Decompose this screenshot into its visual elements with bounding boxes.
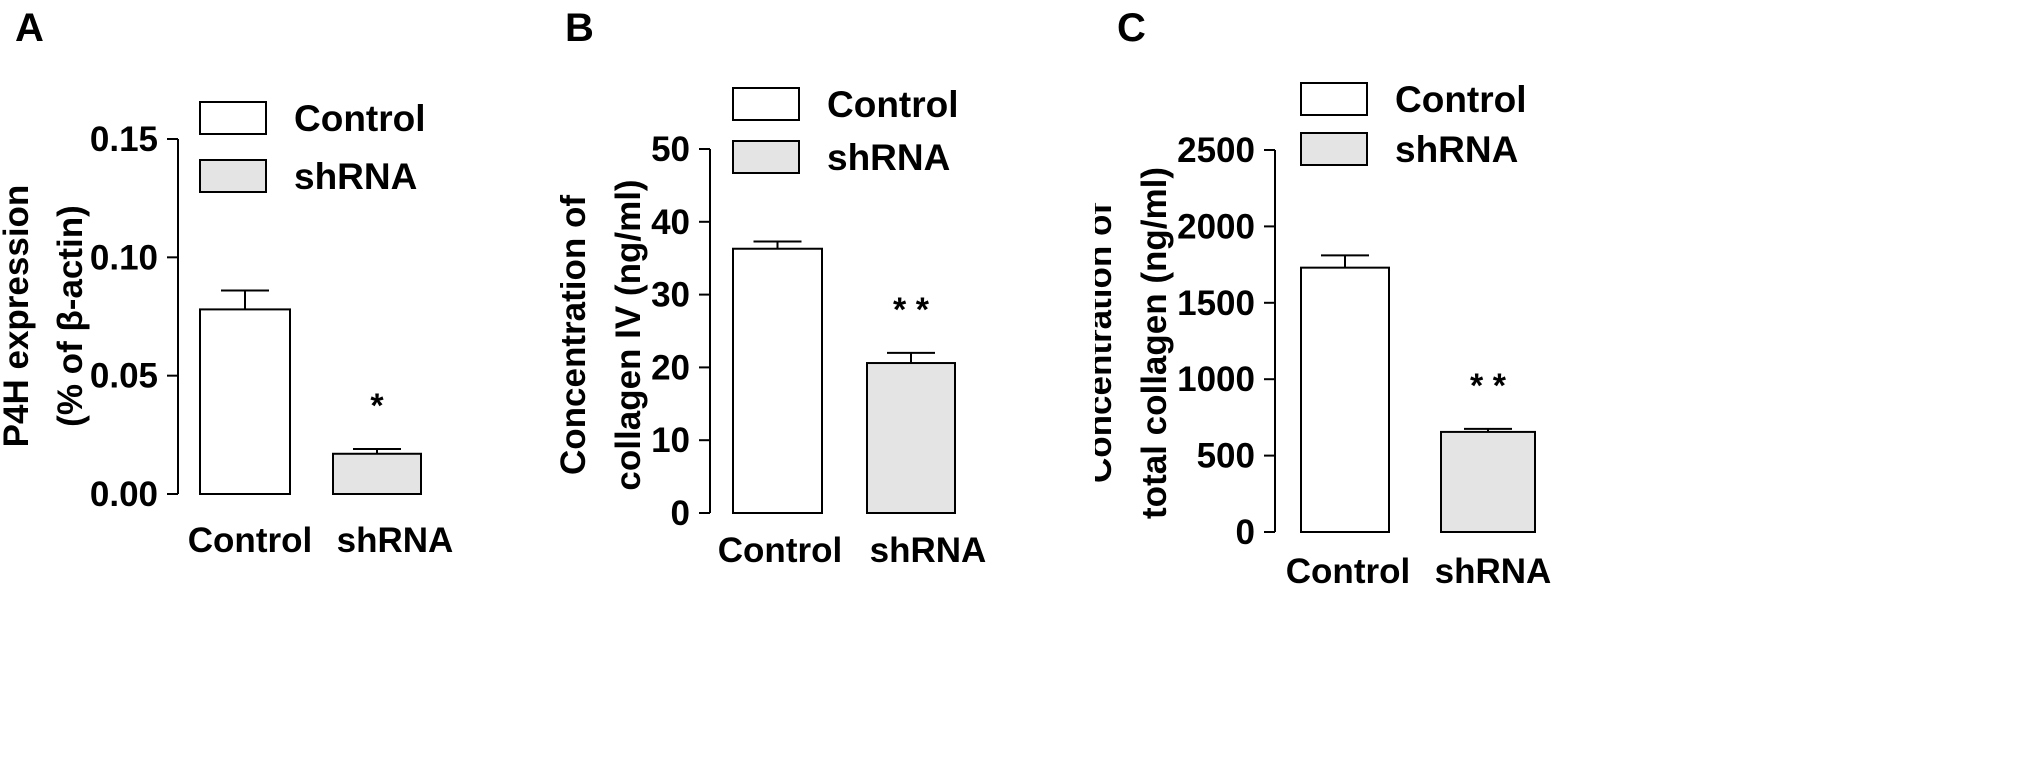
y-axis-label-line: Concentration of [560,195,593,475]
y-tick-label: 1000 [1177,360,1255,399]
chart-c-svg: 0 500 1000 1500 2000 2500 Control * * shRNA Conce… [1080,79,1552,591]
y-tick-label: 0.10 [90,238,158,277]
legend-swatch [732,140,800,174]
legend-swatch [199,101,267,135]
legend-label: shRNA [1395,129,1518,170]
category-label: Control [1286,552,1410,591]
bar-1 [1440,430,1536,533]
y-tick-label: 30 [651,276,690,315]
legend-label: Control [294,98,426,139]
category-label: shRNA [1435,552,1552,591]
y-tick-label: 0.00 [90,475,158,514]
significance-marker: * * [1470,367,1507,405]
panel-a: A 0.00 0.05 0.10 0.15 Control * shRNA P4H expre… [0,0,680,768]
legend-swatch [1300,132,1368,166]
y-tick-label: 500 [1197,437,1255,476]
legend-swatch [199,159,267,193]
y-tick-label: 0.15 [90,120,158,159]
category-label: shRNA [870,531,987,570]
chart-a-svg: 0.00 0.05 0.10 0.15 Control * shRNA P4H express… [0,98,454,560]
y-tick-label: 1500 [1177,284,1255,323]
y-axis-label-line: total collagen (ng/ml) [1135,167,1174,519]
y-tick-label: 0 [671,494,690,533]
panel-letter-b: B [565,6,594,50]
y-tick-label: 50 [651,130,690,169]
bar-0 [1300,266,1390,533]
panel-letter-a: A [15,6,44,50]
y-tick-label: 20 [651,348,690,387]
bar-1 [332,452,422,495]
y-tick-label: 0 [1236,513,1255,552]
y-tick-label: 2500 [1177,131,1255,170]
y-tick-label: 2000 [1177,207,1255,246]
y-axis-label-line: Concentration of [1095,203,1119,483]
panel-c: C 0 500 1000 1500 2000 2500 Control * * shRNA Con… [1080,0,2031,768]
y-axis-label-line: P4H expression [0,185,36,448]
chart-b-svg: 0 10 20 30 40 50 Control * * shRNA Concentration … [554,84,987,570]
significance-marker: * * [893,291,930,329]
legend-label: shRNA [294,156,417,197]
y-tick-label: 0.05 [90,357,158,396]
legend-label: Control [1395,79,1527,120]
bar-1 [866,362,956,515]
category-label: shRNA [337,521,454,560]
y-axis-label-line: (% of β-actin) [51,205,90,427]
legend-swatch [732,87,800,121]
legend-label: shRNA [827,137,950,178]
panel-letter-c: C [1117,6,1146,50]
significance-marker: * [370,387,384,425]
bar-0 [732,247,823,514]
y-tick-label: 40 [651,203,690,242]
y-tick-label: 10 [651,421,690,460]
category-label: Control [188,521,312,560]
panel-b: B 0 10 20 30 40 50 Control * * shRNA Concentratio… [554,0,1260,768]
legend-swatch [1300,82,1368,116]
legend-label: Control [827,84,959,125]
bar-0 [199,308,291,495]
y-axis-label-line: collagen IV (ng/ml) [609,179,648,490]
category-label: Control [718,531,842,570]
